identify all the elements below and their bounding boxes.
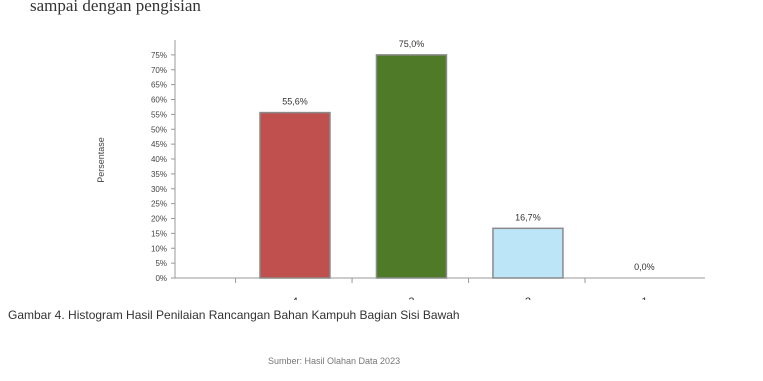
y-tick-label: 10% — [151, 244, 167, 253]
x-tick-label: 2 — [525, 296, 531, 300]
figure-source: Sumber: Hasil Olahan Data 2023 — [268, 356, 401, 366]
y-tick-label: 50% — [151, 125, 167, 134]
top-text: sampai dengan pengisian — [30, 0, 201, 15]
x-ticks: 4 3 2 1 — [235, 278, 647, 300]
x-tick-label: 1 — [641, 296, 647, 300]
bar-value-label: 75,0% — [399, 39, 425, 49]
y-tick-label: 70% — [151, 66, 167, 75]
y-tick-label: 35% — [151, 170, 167, 179]
x-tick-label: 4 — [292, 296, 298, 300]
y-tick-label: 0% — [155, 274, 167, 283]
figure-caption: Gambar 4. Histogram Hasil Penilaian Ranc… — [8, 308, 460, 322]
y-tick-label: 75% — [151, 51, 167, 60]
y-tick-label: 55% — [151, 110, 167, 119]
bar-value-label: 16,7% — [515, 212, 541, 222]
y-tick-label: 40% — [151, 155, 167, 164]
bar-value-label: 0,0% — [634, 262, 655, 272]
y-tick-label: 15% — [151, 229, 167, 238]
y-ticks: 0% 5% 10% 15% 20% 25% 30% 35% 40% 45% 50% 55% 60% 65%… — [151, 51, 175, 283]
y-tick-label: 20% — [151, 215, 167, 224]
y-tick-label: 5% — [155, 259, 167, 268]
y-tick-label: 25% — [151, 200, 167, 209]
y-tick-label: 45% — [151, 140, 167, 149]
y-axis-label: Persentase — [96, 137, 106, 183]
x-tick-label: 3 — [408, 296, 414, 300]
y-tick-label: 65% — [151, 81, 167, 90]
y-tick-label: 60% — [151, 96, 167, 105]
bars: 55,6% 75,0% 16,7% 0,0% — [259, 39, 655, 279]
bar-2 — [492, 227, 564, 279]
bar-3 — [375, 54, 448, 279]
y-tick-label: 30% — [151, 185, 167, 194]
histogram-chart: Persentase 0% 5% 10% 15% 20% 25% 30% 35% 40% 45% 5… — [96, 39, 705, 300]
bar-4 — [259, 111, 331, 279]
bar-value-label: 55,6% — [282, 97, 308, 107]
